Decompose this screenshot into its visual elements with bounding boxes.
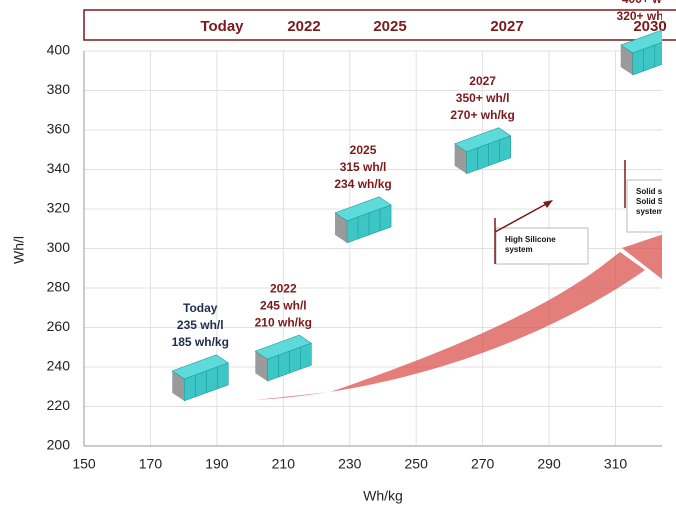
annotation-box xyxy=(626,179,662,233)
battery-top xyxy=(254,334,312,360)
battery-icon xyxy=(171,354,229,402)
timeline-label: Today xyxy=(200,18,244,35)
y-tick-label: 280 xyxy=(47,279,71,295)
battery-side xyxy=(620,45,633,75)
y-tick-label: 320 xyxy=(47,200,71,216)
annotation-arrow xyxy=(494,202,549,233)
annotation-arrow-head xyxy=(543,200,553,208)
x-tick-label: 150 xyxy=(72,456,96,472)
y-tick-label: 400 xyxy=(47,42,71,58)
point-label: 350+ wh/l xyxy=(456,91,510,105)
point-label: 235 wh/l xyxy=(177,318,224,332)
y-tick-label: 260 xyxy=(47,318,71,334)
point-label: 234 wh/kg xyxy=(334,177,391,191)
battery-top xyxy=(171,354,229,380)
y-tick-label: 240 xyxy=(47,358,71,374)
y-tick-label: 200 xyxy=(47,437,71,453)
battery-icon xyxy=(620,29,662,76)
trend-arrow xyxy=(255,252,645,400)
y-tick-label: 380 xyxy=(47,81,71,97)
plot: Today 235 wh/l 185 wh/kg 2022 245 wh/l 210 wh… xyxy=(171,0,676,402)
battery-side xyxy=(255,351,268,382)
annotation-text: Solid State xyxy=(636,197,676,206)
y-axis-label: Wh/l xyxy=(11,236,27,264)
y-tick-label: 300 xyxy=(47,239,71,255)
point-label: 400+ wh/l xyxy=(622,0,676,6)
points: Today 235 wh/l 185 wh/kg 2022 245 wh/l 210 wh… xyxy=(171,0,676,402)
y-tick-label: 360 xyxy=(47,121,71,137)
timeline-label: 2030 xyxy=(633,18,666,35)
x-tick-label: 290 xyxy=(537,456,561,472)
battery-top xyxy=(620,29,662,54)
battery-side xyxy=(454,143,467,174)
point-label: Today xyxy=(183,301,218,315)
point-label: 245 wh/l xyxy=(260,298,307,312)
battery-side xyxy=(335,212,348,243)
battery-top xyxy=(453,127,512,153)
x-axis-label: Wh/kg xyxy=(363,488,403,504)
point-label: 320+ wh/kg xyxy=(617,9,676,23)
battery-icon xyxy=(334,196,392,244)
battery-side xyxy=(172,370,185,401)
annotation-text: system xyxy=(636,207,664,216)
annotation-box xyxy=(495,227,589,265)
y-tick-label: 340 xyxy=(47,160,71,176)
battery-icon xyxy=(254,334,312,382)
x-tick-label: 230 xyxy=(338,456,362,472)
x-tick-label: 250 xyxy=(405,456,429,472)
timeline: Today 2022 2025 2027 2030 xyxy=(200,18,666,35)
x-tick-label: 190 xyxy=(205,456,229,472)
x-tick-label: 310 xyxy=(604,456,628,472)
point-label: 2027 xyxy=(469,74,496,88)
annotation-text: High Silicone xyxy=(505,235,556,244)
point-label: 2025 xyxy=(350,143,377,157)
battery-icon xyxy=(453,127,512,175)
point-label: 315 wh/l xyxy=(340,160,387,174)
trend-arrow-head xyxy=(622,234,662,280)
x-tick-label: 270 xyxy=(471,456,495,472)
battery-top xyxy=(334,196,392,222)
point-label: 270+ wh/kg xyxy=(450,108,514,122)
point-label: 185 wh/kg xyxy=(172,335,229,349)
timeline-label: 2022 xyxy=(287,18,320,35)
point-label: 2022 xyxy=(270,281,297,295)
timeline-box xyxy=(83,9,676,41)
y-tick-label: 220 xyxy=(47,397,71,413)
annotation-text: Solid state xyxy=(636,187,676,196)
timeline-label: 2027 xyxy=(490,18,523,35)
annotation-text: system xyxy=(505,245,533,254)
timeline-label: 2025 xyxy=(373,18,406,35)
x-tick-label: 170 xyxy=(139,456,163,472)
point-label: 210 wh/kg xyxy=(255,315,312,329)
x-tick-label: 210 xyxy=(272,456,296,472)
